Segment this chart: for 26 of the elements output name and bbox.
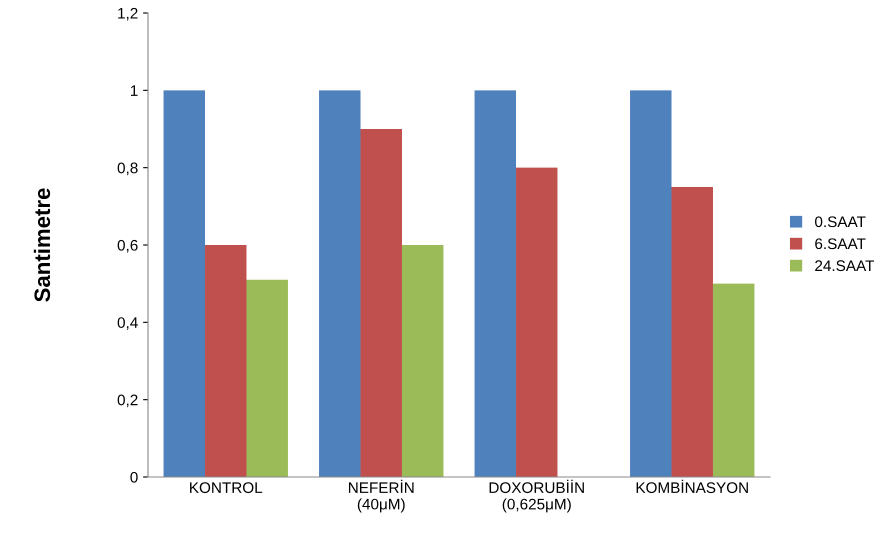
- bar: [516, 168, 558, 477]
- bar: [164, 90, 206, 477]
- y-tick-label: 0,8: [118, 162, 138, 176]
- x-tick-label: KONTROL: [190, 482, 262, 494]
- y-tick-label: 0,6: [118, 240, 138, 252]
- bar: [246, 280, 288, 477]
- y-tick-label: 0,4: [118, 317, 138, 330]
- bar: [672, 187, 713, 477]
- y-tick-label: 0: [130, 472, 138, 483]
- y-axis-title: Santimetre: [34, 188, 50, 302]
- y-tick-label: 0,2: [118, 394, 138, 408]
- x-tick-label: DOXORUBİİN (0,625μM): [490, 480, 584, 513]
- bar: [474, 90, 516, 477]
- bar: [205, 245, 246, 477]
- x-tick-label: NEFERİN (40μM): [348, 480, 414, 513]
- bar: [712, 284, 754, 477]
- bar: [319, 90, 361, 477]
- legend-label: 0.SAAT: [815, 216, 866, 228]
- y-tick-label: 1: [130, 85, 138, 96]
- y-tick-label: 1,2: [118, 8, 138, 20]
- legend-label: 24.SAAT: [815, 260, 874, 272]
- x-tick-label: KOMBİNASYON: [636, 480, 748, 494]
- bar: [402, 245, 444, 477]
- bar: [360, 129, 402, 477]
- legend-label: 6.SAAT: [815, 238, 866, 250]
- bar: [630, 90, 672, 477]
